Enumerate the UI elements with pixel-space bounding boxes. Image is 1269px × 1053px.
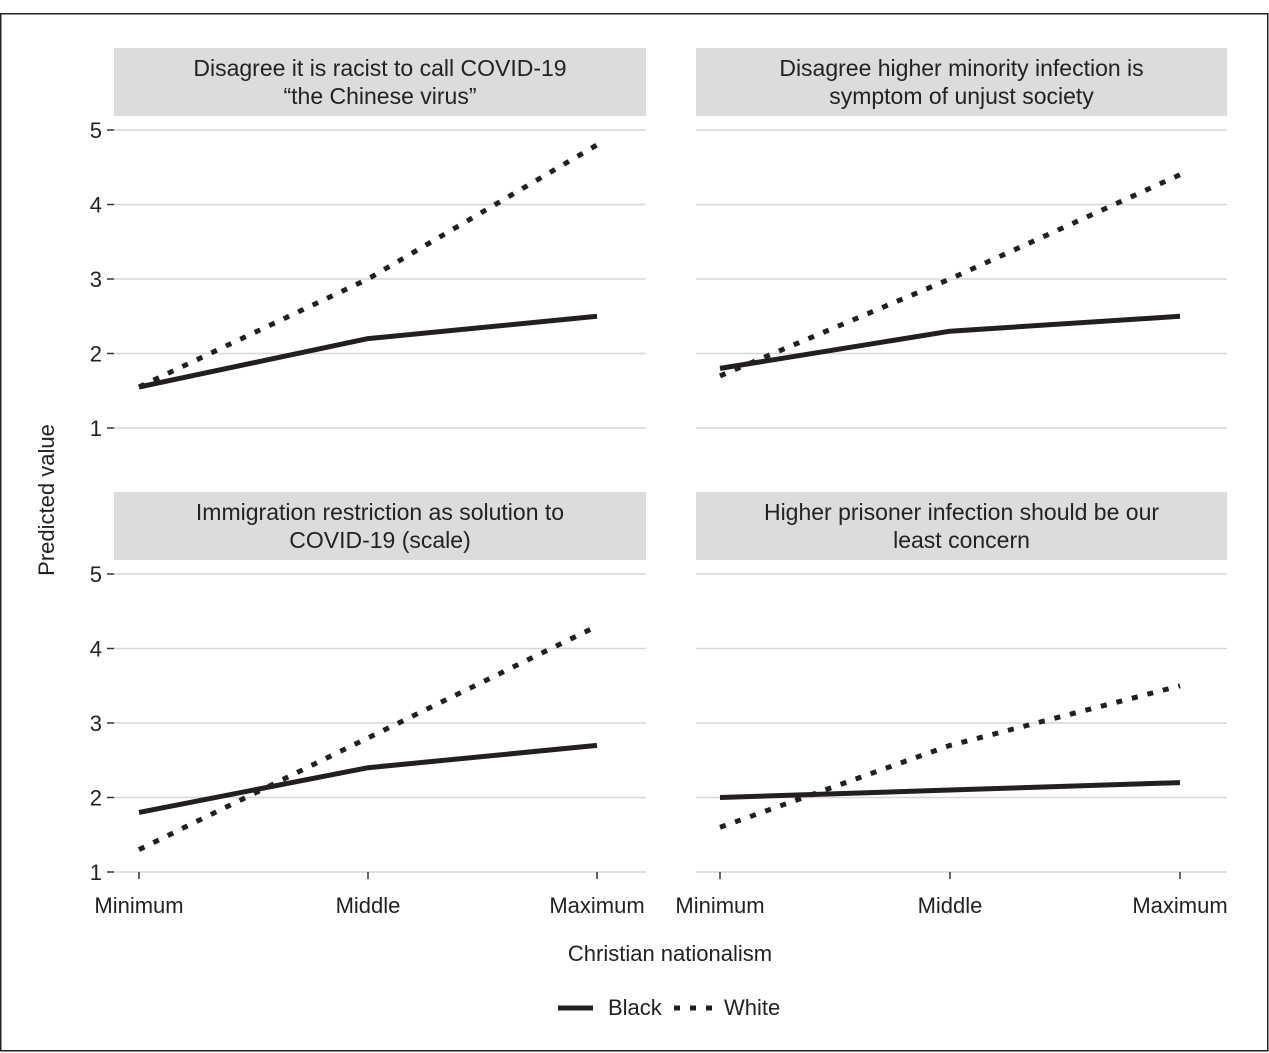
panel-4: Higher prisoner infection should be ourl… [675,492,1228,918]
x-tick-label: Maximum [1132,893,1227,918]
y-tick-label: 4 [90,193,102,218]
panel-title-line: Higher prisoner infection should be our [764,499,1159,525]
x-tick-label: Minimum [675,893,764,918]
x-tick-label: Minimum [94,893,183,918]
y-tick-label: 3 [90,267,102,292]
panel-title-line: Disagree higher minority infection is [779,55,1143,81]
panel-title-strip [696,48,1227,116]
y-tick-label: 4 [90,637,102,662]
panel-title-strip [114,492,646,560]
series-line-black [138,313,598,390]
panels: Disagree it is racist to call COVID-19“t… [90,48,1228,918]
legend-label-black: Black [608,995,663,1020]
panel-3: Immigration restriction as solution toCO… [90,492,646,918]
panel-title-line: least concern [893,527,1030,553]
x-tick-label: Middle [336,893,401,918]
y-tick-label: 2 [90,342,102,367]
x-axis-title: Christian nationalism [568,941,772,966]
y-tick-label: 1 [90,860,102,885]
panel-title-strip [696,492,1227,560]
y-axis-title: Predicted value [34,424,59,576]
y-tick-label: 1 [90,416,102,441]
series-line-black [138,742,598,815]
panel-title-strip [114,48,646,116]
series-line-white [137,623,599,852]
series-line-black [719,313,1181,371]
legend: Black White [558,995,780,1020]
legend-label-white: White [724,995,780,1020]
panel-title-line: COVID-19 (scale) [289,527,470,553]
panel-title-line: Disagree it is racist to call COVID-19 [193,55,566,81]
y-tick-label: 5 [90,118,102,143]
panel-title-line: Immigration restriction as solution to [196,499,564,525]
panel-1: Disagree it is racist to call COVID-19“t… [90,48,646,441]
y-tick-label: 5 [90,562,102,587]
panel-title-line: “the Chinese virus” [283,83,476,109]
x-tick-label: Middle [918,893,983,918]
series-line-white [719,683,1181,830]
y-tick-label: 2 [90,786,102,811]
panel-2: Disagree higher minority infection issym… [696,48,1227,429]
series-line-black [719,780,1181,800]
series-line-white [137,142,599,390]
series-line-white [719,172,1182,379]
x-tick-label: Maximum [549,893,644,918]
y-tick-label: 3 [90,711,102,736]
panel-title-line: symptom of unjust society [829,83,1094,109]
